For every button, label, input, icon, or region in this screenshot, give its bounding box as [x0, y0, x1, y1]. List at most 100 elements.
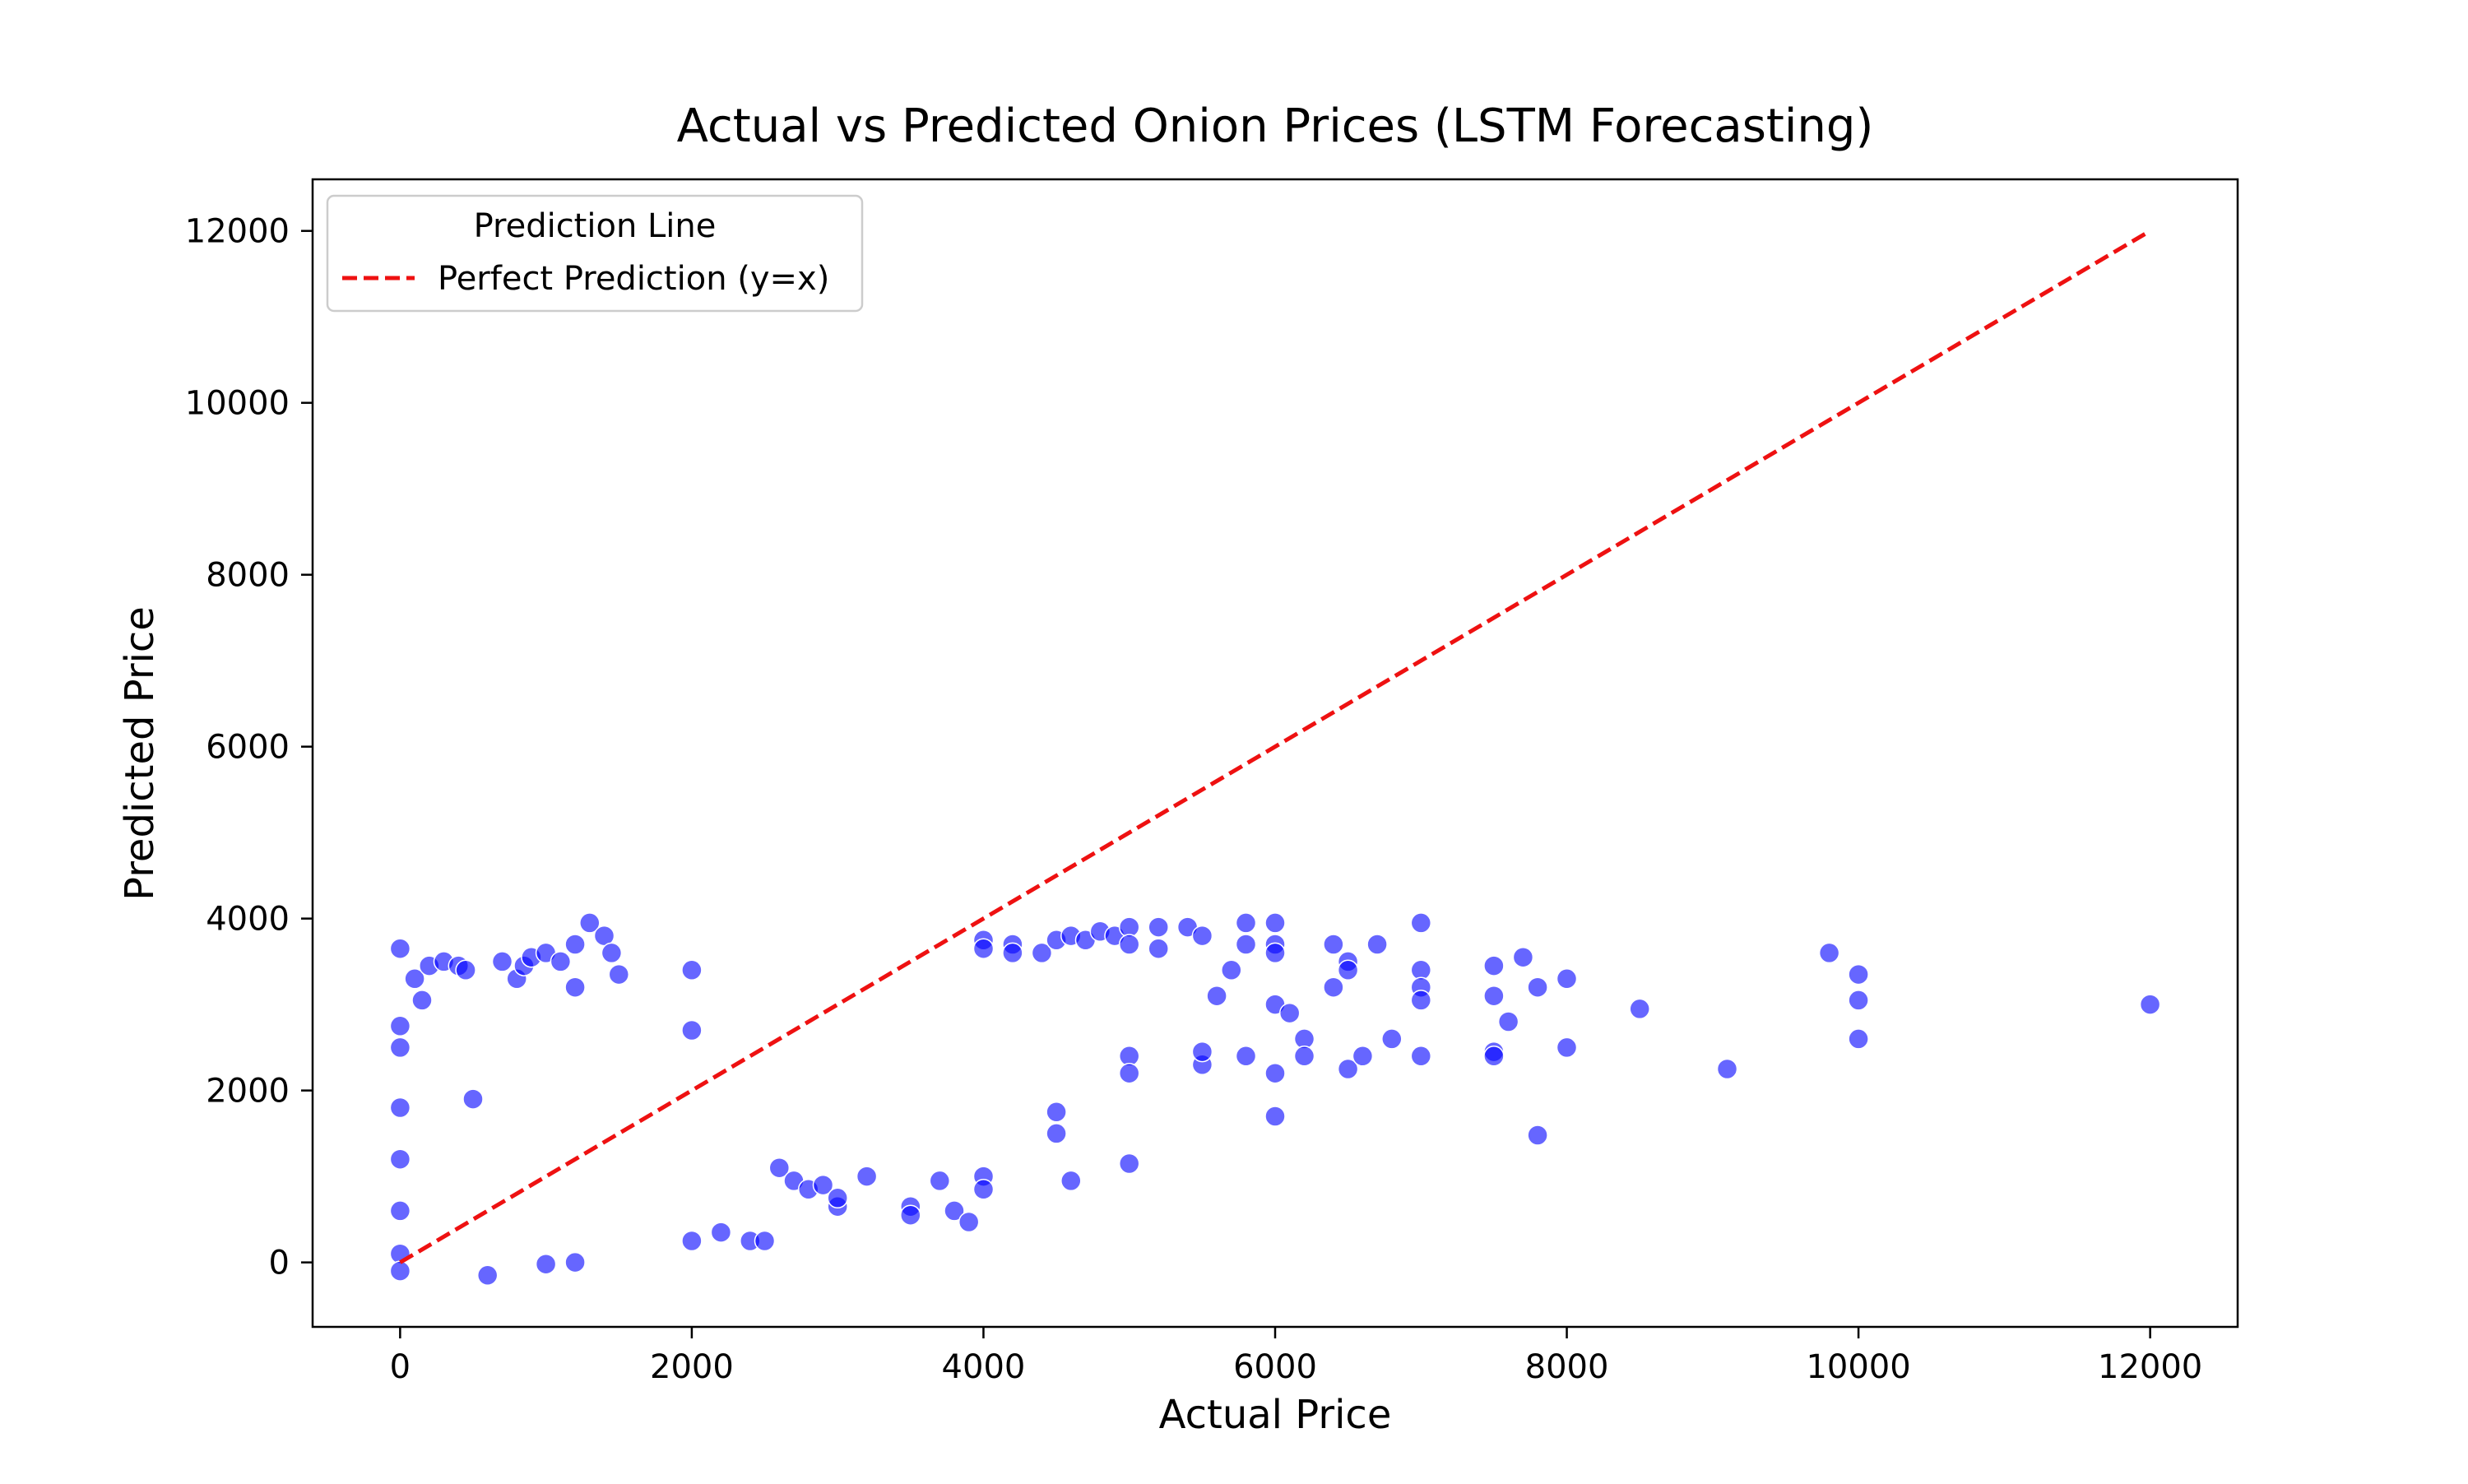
- scatter-point: [1293, 1046, 1315, 1067]
- y-tick-label: 4000: [206, 901, 290, 939]
- scatter-point: [1118, 1152, 1140, 1175]
- scatter-point: [2139, 994, 2161, 1015]
- scatter-point: [389, 1097, 411, 1119]
- scatter-point: [972, 1179, 995, 1200]
- scatter-point: [455, 959, 476, 981]
- reference-line-group: [399, 229, 2151, 1264]
- scatter-point: [564, 976, 586, 998]
- y-tick-label: 6000: [206, 729, 290, 767]
- scatter-point: [1483, 955, 1505, 976]
- scatter-point: [404, 968, 425, 990]
- scatter-point: [1381, 1028, 1403, 1050]
- scatter-point: [812, 1174, 834, 1196]
- scatter-point: [1410, 912, 1432, 934]
- perfect-prediction-line: [399, 229, 2151, 1264]
- scatter-point: [710, 1222, 732, 1243]
- y-axis-label: Predicted Price: [117, 606, 163, 901]
- scatter-point: [1221, 959, 1242, 981]
- y-tick-label: 0: [269, 1245, 290, 1282]
- scatter-point: [1556, 1036, 1578, 1059]
- scatter-point: [476, 1264, 499, 1287]
- scatter-point: [1556, 968, 1578, 990]
- scatter-point: [681, 1230, 703, 1252]
- scatter-point: [1046, 1123, 1067, 1144]
- scatter-point: [579, 912, 601, 934]
- scatter-point: [1410, 990, 1432, 1011]
- scatter-point: [564, 934, 586, 955]
- scatter-point: [1716, 1058, 1738, 1080]
- scatter-point: [564, 1251, 586, 1273]
- scatter-point: [1512, 946, 1534, 968]
- scatter-point: [972, 938, 995, 959]
- scatter-point: [1848, 963, 1869, 985]
- scatter-point: [1264, 1106, 1286, 1127]
- scatter-point: [1818, 942, 1840, 964]
- scatter-point: [491, 951, 513, 972]
- scatter-point: [768, 1157, 791, 1179]
- scatter-point: [1497, 1011, 1519, 1032]
- scatter-point: [1235, 1046, 1257, 1067]
- x-tick-label: 10000: [1806, 1348, 1910, 1386]
- scatter-point: [1148, 938, 1169, 959]
- chart-title: Actual vs Predicted Onion Prices (LSTM F…: [677, 100, 1874, 153]
- scatter-point: [827, 1187, 848, 1209]
- scatter-point: [389, 1260, 411, 1282]
- scatter-point: [389, 938, 411, 959]
- scatter-point: [1323, 976, 1344, 998]
- scatter-point: [1046, 1101, 1067, 1123]
- legend-entry-label: Perfect Prediction (y=x): [438, 260, 829, 298]
- scatter-point: [1264, 1062, 1286, 1084]
- scatter-point: [411, 990, 433, 1011]
- scatter-point: [929, 1170, 951, 1192]
- scatter-point: [900, 1204, 921, 1226]
- x-tick-label: 12000: [2098, 1348, 2202, 1386]
- scatter-point: [1352, 1046, 1374, 1067]
- legend-title: Prediction Line: [474, 207, 717, 245]
- scatter-point: [1118, 1062, 1140, 1084]
- scatter-point: [958, 1211, 980, 1233]
- scatter-point: [601, 942, 623, 964]
- x-tick-label: 2000: [650, 1348, 734, 1386]
- legend: Prediction Line Perfect Prediction (y=x): [326, 194, 864, 313]
- scatter-point: [1148, 916, 1169, 938]
- scatter-point: [754, 1230, 776, 1252]
- scatter-point: [1366, 934, 1388, 955]
- x-axis-label: Actual Price: [1159, 1392, 1392, 1438]
- scatter-point: [1191, 1041, 1213, 1063]
- scatter-point: [681, 959, 703, 981]
- scatter-point: [389, 1036, 411, 1059]
- data-points: [389, 912, 2161, 1287]
- scatter-point: [1264, 912, 1286, 934]
- scatter-point: [389, 1200, 411, 1222]
- x-axis-ticks: 0 2000 4000 6000 8000 10000 12000: [390, 1327, 2202, 1386]
- scatter-point: [1527, 1125, 1548, 1146]
- y-tick-label: 10000: [185, 385, 290, 423]
- scatter-point: [1410, 1046, 1432, 1067]
- scatter-point: [1235, 934, 1257, 955]
- scatter-point: [1629, 998, 1650, 1020]
- scatter-point: [1031, 942, 1053, 964]
- scatter-point: [1264, 942, 1286, 964]
- scatter-point: [1848, 990, 1869, 1011]
- scatter-point: [856, 1166, 878, 1187]
- y-tick-label: 2000: [206, 1073, 290, 1111]
- scatter-point: [1118, 934, 1140, 955]
- scatter-point: [1527, 976, 1548, 998]
- scatter-point: [944, 1200, 965, 1222]
- scatter-point: [681, 1019, 703, 1041]
- y-tick-label: 8000: [206, 557, 290, 595]
- x-tick-label: 6000: [1233, 1348, 1317, 1386]
- scatter-point: [1235, 912, 1257, 934]
- scatter-point: [1206, 985, 1227, 1007]
- scatter-point: [1483, 1046, 1505, 1067]
- scatter-point: [1060, 1170, 1082, 1192]
- legend-box: [326, 194, 864, 313]
- scatter-point: [1337, 959, 1359, 981]
- scatter-point: [462, 1088, 484, 1110]
- scatter-point: [1483, 985, 1505, 1007]
- x-tick-label: 0: [390, 1348, 411, 1386]
- y-tick-label: 12000: [185, 213, 290, 251]
- scatter-point: [1002, 942, 1023, 964]
